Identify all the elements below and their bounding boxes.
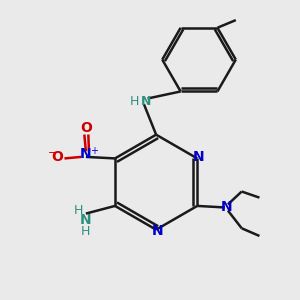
Text: N: N [80,147,92,161]
Text: −: − [47,148,57,158]
Text: N: N [141,95,152,108]
Text: N: N [80,213,92,227]
Text: N: N [152,224,164,238]
Text: N: N [193,150,205,164]
Text: O: O [52,150,63,164]
Text: H: H [81,225,91,238]
Text: N: N [220,200,232,214]
Text: H: H [74,204,83,217]
Text: +: + [89,146,98,156]
Text: O: O [80,121,92,135]
Text: H: H [129,95,139,108]
